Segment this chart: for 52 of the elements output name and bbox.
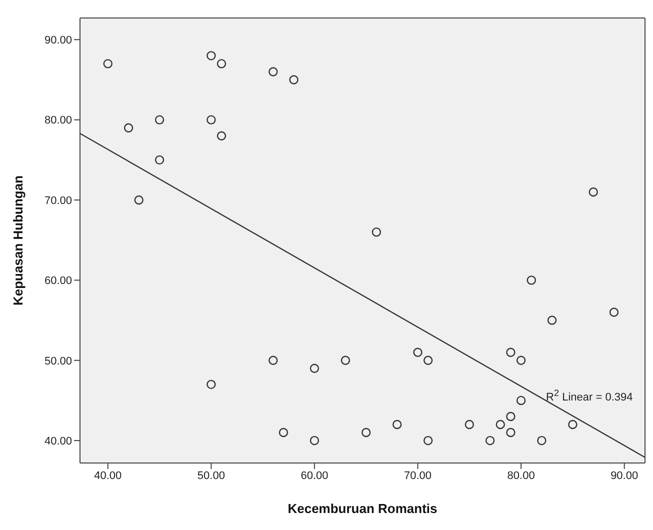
x-tick-label: 60.00 — [300, 470, 328, 482]
point — [496, 420, 505, 430]
x-tick-label: 80.00 — [507, 470, 535, 482]
y-tick-label: 60.00 — [44, 275, 72, 288]
point — [506, 428, 516, 438]
point — [268, 356, 278, 365]
point — [289, 75, 298, 84]
x-tick-label: 90.00 — [610, 470, 638, 482]
point — [568, 420, 578, 430]
point — [206, 51, 216, 60]
x-tick-label: 50.00 — [197, 470, 225, 482]
point — [268, 67, 278, 76]
point — [609, 308, 619, 317]
point — [547, 316, 557, 325]
annotation: R$^{2}$ Linear = 0.394 — [546, 388, 633, 404]
point — [124, 123, 134, 132]
point — [362, 428, 371, 438]
point — [516, 396, 526, 406]
point — [506, 348, 516, 357]
point — [206, 380, 216, 390]
point — [537, 436, 546, 446]
point — [340, 356, 350, 365]
y-tick-label: 40.00 — [44, 435, 72, 448]
point — [413, 348, 422, 357]
x-tick-label: 40.00 — [94, 470, 122, 482]
point — [278, 428, 288, 438]
y-tick-label: 50.00 — [44, 355, 72, 368]
point — [206, 115, 216, 124]
y-tick-label: 70.00 — [44, 194, 72, 207]
point — [526, 276, 536, 285]
point — [392, 420, 402, 430]
point — [310, 364, 320, 373]
point — [485, 436, 495, 446]
point — [154, 155, 164, 165]
point — [154, 115, 164, 124]
y-tick-label: 90.00 — [44, 34, 72, 47]
y-tick-label: 80.00 — [44, 114, 72, 127]
point — [516, 356, 526, 365]
x-tick-label: 70.00 — [404, 470, 432, 482]
point — [310, 436, 320, 446]
x-axis-title: Kecemburuan Romantis — [288, 501, 438, 516]
point — [216, 59, 226, 68]
point — [506, 412, 516, 422]
y-axis-title: Kepuasan Hubungan — [10, 175, 26, 306]
point — [372, 227, 382, 237]
point — [216, 131, 226, 140]
point — [103, 59, 112, 68]
point — [134, 195, 144, 205]
point — [588, 187, 598, 197]
point — [464, 420, 474, 430]
point — [423, 436, 433, 446]
point — [423, 356, 433, 365]
